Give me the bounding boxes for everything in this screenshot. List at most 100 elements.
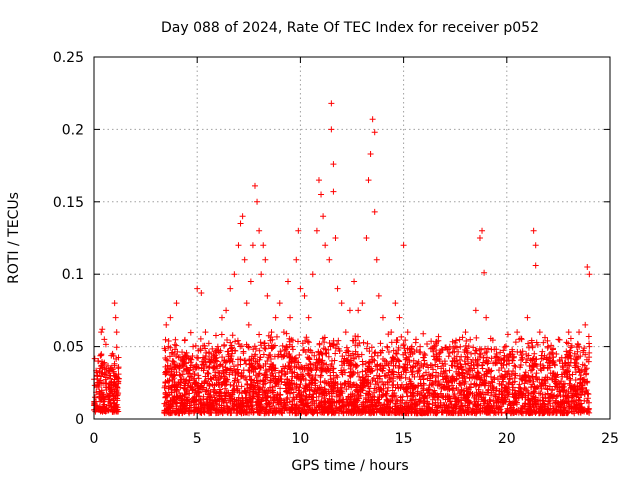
dense-point xyxy=(325,353,332,360)
dense-point xyxy=(542,391,549,398)
dense-point xyxy=(283,396,290,403)
dense-point xyxy=(334,374,341,381)
dense-point xyxy=(260,372,267,379)
dense-point xyxy=(506,376,513,383)
data-point xyxy=(297,285,304,292)
dense-point xyxy=(255,394,262,401)
dense-point xyxy=(472,356,479,363)
plot-frame xyxy=(93,56,611,420)
dense-point xyxy=(421,408,428,415)
dense-point xyxy=(465,398,472,405)
dense-point xyxy=(389,397,396,404)
dense-point xyxy=(466,374,473,381)
dense-point xyxy=(529,381,536,388)
dense-point xyxy=(321,360,328,367)
dense-point xyxy=(449,358,456,365)
dense-point xyxy=(161,384,168,391)
dense-point xyxy=(310,394,317,401)
dense-point xyxy=(376,373,383,380)
dense-point xyxy=(247,376,254,383)
dense-point xyxy=(199,362,206,369)
dense-point xyxy=(540,400,547,407)
dense-point xyxy=(191,389,198,396)
dense-point xyxy=(382,381,389,388)
dense-point xyxy=(173,369,180,376)
dense-point xyxy=(347,368,354,375)
data-point xyxy=(493,350,500,357)
x-tick-label: 20 xyxy=(498,431,516,447)
dense-point xyxy=(383,390,390,397)
dense-point xyxy=(582,386,589,393)
dense-point xyxy=(413,400,420,407)
dense-point xyxy=(472,400,479,407)
data-point xyxy=(101,401,108,408)
dense-point xyxy=(350,402,357,409)
dense-point xyxy=(508,410,515,417)
dense-point xyxy=(451,354,458,361)
dense-point xyxy=(435,372,442,379)
dense-point xyxy=(402,367,409,374)
dense-point xyxy=(567,347,574,354)
dense-point xyxy=(521,384,528,391)
data-point xyxy=(235,242,242,249)
dense-point xyxy=(202,388,209,395)
dense-point xyxy=(557,404,564,411)
dense-point xyxy=(281,399,288,406)
dense-point xyxy=(495,406,502,413)
dense-point xyxy=(402,386,409,393)
dense-point xyxy=(371,350,378,357)
dense-point xyxy=(359,374,366,381)
data-point xyxy=(576,329,583,336)
dense-point xyxy=(546,351,553,358)
dense-point xyxy=(526,363,533,370)
dense-point xyxy=(402,374,409,381)
dense-point xyxy=(379,410,386,417)
dense-point xyxy=(564,373,571,380)
dense-point xyxy=(373,400,380,407)
dense-point xyxy=(398,381,405,388)
dense-point xyxy=(454,363,461,370)
dense-point xyxy=(299,364,306,371)
dense-point xyxy=(450,392,457,399)
dense-point xyxy=(289,406,296,413)
data-point xyxy=(165,343,172,350)
dense-point xyxy=(261,389,268,396)
dense-point xyxy=(240,350,247,357)
dense-point xyxy=(453,376,460,383)
data-point xyxy=(584,263,591,270)
dense-point xyxy=(517,364,524,371)
data-point xyxy=(530,227,537,234)
dense-point xyxy=(522,359,529,366)
dense-point xyxy=(284,407,291,414)
dense-point xyxy=(98,352,105,359)
dense-point xyxy=(434,363,441,370)
dense-point xyxy=(198,358,205,365)
data-point xyxy=(320,213,327,220)
dense-point xyxy=(353,362,360,369)
dense-point xyxy=(167,371,174,378)
dense-point xyxy=(484,369,491,376)
dense-point xyxy=(516,336,523,343)
dense-point xyxy=(198,409,205,416)
dense-point xyxy=(504,405,511,412)
dense-point xyxy=(172,363,179,370)
dense-point xyxy=(571,364,578,371)
dense-point xyxy=(251,353,258,360)
dense-point xyxy=(442,406,449,413)
dense-point xyxy=(348,398,355,405)
data-point xyxy=(359,300,366,307)
dense-point xyxy=(195,383,202,390)
dense-point xyxy=(162,336,169,343)
dense-point xyxy=(519,354,526,361)
dense-point xyxy=(234,387,241,394)
data-point xyxy=(251,182,258,189)
dense-point xyxy=(527,409,534,416)
dense-point xyxy=(91,355,98,362)
dense-point xyxy=(354,369,361,376)
dense-point xyxy=(463,392,470,399)
dense-point xyxy=(498,381,505,388)
dense-point xyxy=(321,379,328,386)
dense-point xyxy=(360,339,367,346)
dense-point xyxy=(379,362,386,369)
dense-point xyxy=(577,409,584,416)
